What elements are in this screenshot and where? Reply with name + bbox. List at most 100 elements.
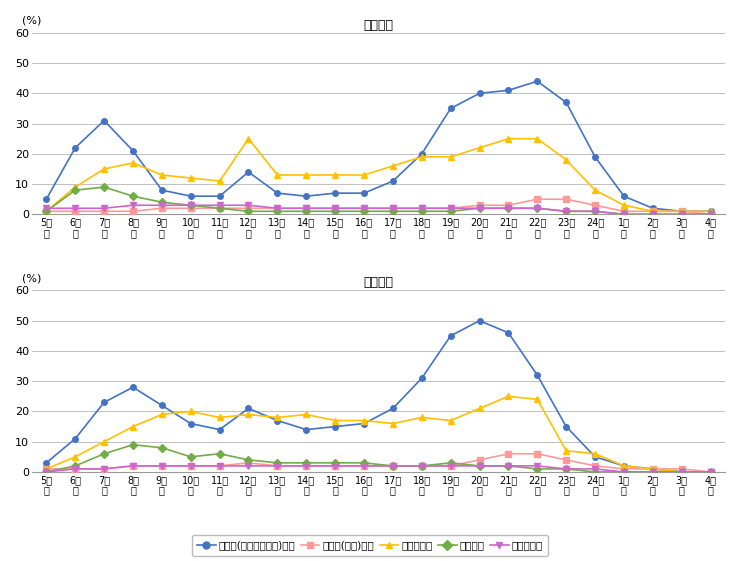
テレビ(録画)視聴	[360, 205, 369, 211]
ラジオ聴取	[360, 462, 369, 469]
ラジオ聴取	[706, 211, 715, 218]
テレビ(リアルタイム)視聴	[158, 187, 166, 194]
テレビ(録画)視聴	[417, 205, 426, 211]
Line: テレビ(リアルタイム)視聴: テレビ(リアルタイム)視聴	[44, 79, 713, 214]
ネット利用	[475, 144, 484, 151]
ネット利用	[677, 208, 686, 215]
テレビ(録画)視聴	[388, 462, 397, 469]
新聞隅読	[215, 450, 224, 457]
ネット利用	[648, 466, 657, 472]
Line: ラジオ聴取: ラジオ聴取	[44, 463, 713, 475]
ラジオ聴取	[533, 462, 542, 469]
ネット利用	[533, 135, 542, 142]
新聞隅読	[619, 211, 628, 218]
テレビ(リアルタイム)視聴	[562, 423, 571, 430]
テレビ(録画)視聴	[129, 462, 138, 469]
テレビ(録画)視聴	[475, 202, 484, 209]
テレビ(録画)視聴	[71, 208, 80, 215]
ネット利用	[562, 157, 571, 163]
テレビ(リアルタイム)視聴	[100, 117, 109, 124]
新聞隅読	[417, 462, 426, 469]
テレビ(録画)視聴	[648, 466, 657, 472]
新聞隅読	[215, 205, 224, 211]
テレビ(録画)視聴	[648, 208, 657, 215]
テレビ(リアルタイム)視聴	[71, 144, 80, 151]
ラジオ聴取	[446, 205, 455, 211]
新聞隅読	[504, 205, 513, 211]
テレビ(録画)視聴	[71, 466, 80, 472]
ネット利用	[273, 172, 282, 178]
テレビ(リアルタイム)視聴	[186, 420, 195, 427]
テレビ(リアルタイム)視聴	[331, 190, 340, 196]
ネット利用	[215, 414, 224, 421]
テレビ(リアルタイム)視聴	[129, 148, 138, 154]
テレビ(リアルタイム)視聴	[504, 329, 513, 336]
テレビ(録画)視聴	[504, 450, 513, 457]
新聞隅読	[562, 466, 571, 472]
新聞隅読	[331, 459, 340, 466]
テレビ(リアルタイム)視聴	[302, 193, 311, 200]
新聞隅読	[591, 468, 599, 475]
ラジオ聴取	[129, 202, 138, 209]
ラジオ聴取	[388, 462, 397, 469]
ネット利用	[706, 208, 715, 215]
テレビ(録画)視聴	[706, 468, 715, 475]
ネット利用	[331, 172, 340, 178]
ネット利用	[158, 172, 166, 178]
ラジオ聴取	[591, 208, 599, 215]
テレビ(リアルタイム)視聴	[533, 372, 542, 379]
ネット利用	[360, 172, 369, 178]
テレビ(リアルタイム)視聴	[186, 193, 195, 200]
ラジオ聴取	[158, 462, 166, 469]
テレビ(録画)視聴	[677, 466, 686, 472]
テレビ(リアルタイム)視聴	[591, 154, 599, 160]
テレビ(録画)視聴	[158, 205, 166, 211]
テレビ(録画)視聴	[331, 462, 340, 469]
テレビ(リアルタイム)視聴	[446, 105, 455, 112]
ラジオ聴取	[71, 466, 80, 472]
新聞隅読	[331, 208, 340, 215]
テレビ(リアルタイム)視聴	[215, 426, 224, 433]
ネット利用	[706, 468, 715, 475]
Line: テレビ(録画)視聴: テレビ(録画)視聴	[44, 451, 713, 475]
テレビ(録画)視聴	[100, 208, 109, 215]
新聞隅読	[158, 199, 166, 205]
Line: 新聞隅読: 新聞隅読	[44, 442, 713, 475]
テレビ(リアルタイム)視聴	[562, 99, 571, 106]
ラジオ聴取	[186, 202, 195, 209]
新聞隅読	[417, 208, 426, 215]
テレビ(リアルタイム)視聴	[244, 405, 253, 412]
テレビ(録画)視聴	[129, 208, 138, 215]
テレビ(リアルタイム)視聴	[417, 150, 426, 157]
ラジオ聴取	[215, 462, 224, 469]
ネット利用	[504, 135, 513, 142]
ネット利用	[619, 202, 628, 209]
テレビ(録画)視聴	[619, 208, 628, 215]
新聞隅読	[129, 193, 138, 200]
ネット利用	[446, 154, 455, 160]
ラジオ聴取	[331, 205, 340, 211]
新聞隅読	[360, 208, 369, 215]
ネット利用	[215, 178, 224, 185]
新聞隅読	[706, 211, 715, 218]
テレビ(リアルタイム)視聴	[244, 169, 253, 176]
新聞隅読	[158, 444, 166, 451]
テレビ(リアルタイム)視聴	[504, 87, 513, 94]
テレビ(リアルタイム)視聴	[273, 417, 282, 424]
テレビ(リアルタイム)視聴	[273, 190, 282, 196]
ラジオ聴取	[562, 466, 571, 472]
新聞隅読	[273, 208, 282, 215]
新聞隅読	[100, 450, 109, 457]
ネット利用	[42, 208, 51, 215]
ラジオ聴取	[677, 211, 686, 218]
ラジオ聴取	[71, 205, 80, 211]
テレビ(録画)視聴	[244, 205, 253, 211]
ネット利用	[71, 184, 80, 191]
ラジオ聴取	[504, 205, 513, 211]
ネット利用	[129, 423, 138, 430]
テレビ(リアルタイム)視聴	[619, 193, 628, 200]
ラジオ聴取	[677, 468, 686, 475]
ネット利用	[100, 165, 109, 172]
ネット利用	[158, 411, 166, 418]
ネット利用	[504, 393, 513, 399]
